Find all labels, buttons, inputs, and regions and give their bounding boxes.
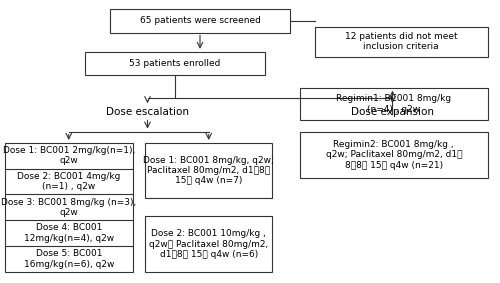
Text: Dose 2: BC001 10mg/kg ,
q2w； Paclitaxel 80mg/m2,
d1、8， 15， q4w (n=6): Dose 2: BC001 10mg/kg , q2w； Paclitaxel …	[149, 229, 268, 259]
FancyBboxPatch shape	[145, 216, 272, 272]
Text: Dose expansion: Dose expansion	[351, 107, 434, 117]
FancyBboxPatch shape	[300, 88, 488, 120]
Text: Dose escalation: Dose escalation	[106, 107, 189, 117]
FancyBboxPatch shape	[85, 52, 265, 75]
Text: Regimin2: BC001 8mg/kg ,
q2w; Paclitaxel 80mg/m2, d1，
8、8， 15， q4w (n=21): Regimin2: BC001 8mg/kg , q2w; Paclitaxel…	[326, 140, 462, 170]
Text: 12 patients did not meet
inclusion criteria: 12 patients did not meet inclusion crite…	[345, 32, 458, 52]
FancyBboxPatch shape	[315, 27, 488, 57]
Text: Dose 4: BC001
12mg/kg(n=4), q2w: Dose 4: BC001 12mg/kg(n=4), q2w	[24, 223, 114, 243]
Text: Regimin1: BC001 8mg/kg
(n=4) , q2w: Regimin1: BC001 8mg/kg (n=4) , q2w	[336, 94, 452, 114]
Text: Dose 1: BC001 2mg/kg(n=1),
q2w: Dose 1: BC001 2mg/kg(n=1), q2w	[2, 146, 135, 166]
Text: 53 patients enrolled: 53 patients enrolled	[130, 59, 220, 68]
FancyBboxPatch shape	[5, 143, 132, 272]
FancyBboxPatch shape	[145, 143, 272, 198]
Text: 65 patients were screened: 65 patients were screened	[140, 16, 260, 25]
Text: Dose 5: BC001
16mg/kg(n=6), q2w: Dose 5: BC001 16mg/kg(n=6), q2w	[24, 249, 114, 269]
Text: Dose 1: BC001 8mg/kg, q2w;
Paclitaxel 80mg/m2, d1、8，
15、 q4w (n=7): Dose 1: BC001 8mg/kg, q2w; Paclitaxel 80…	[144, 156, 274, 185]
FancyBboxPatch shape	[300, 132, 488, 178]
Text: Dose 2: BC001 4mg/kg
(n=1) , q2w: Dose 2: BC001 4mg/kg (n=1) , q2w	[17, 172, 120, 191]
FancyBboxPatch shape	[110, 9, 290, 33]
Text: Dose 3: BC001 8mg/kg (n=3),
q2w: Dose 3: BC001 8mg/kg (n=3), q2w	[1, 198, 136, 217]
